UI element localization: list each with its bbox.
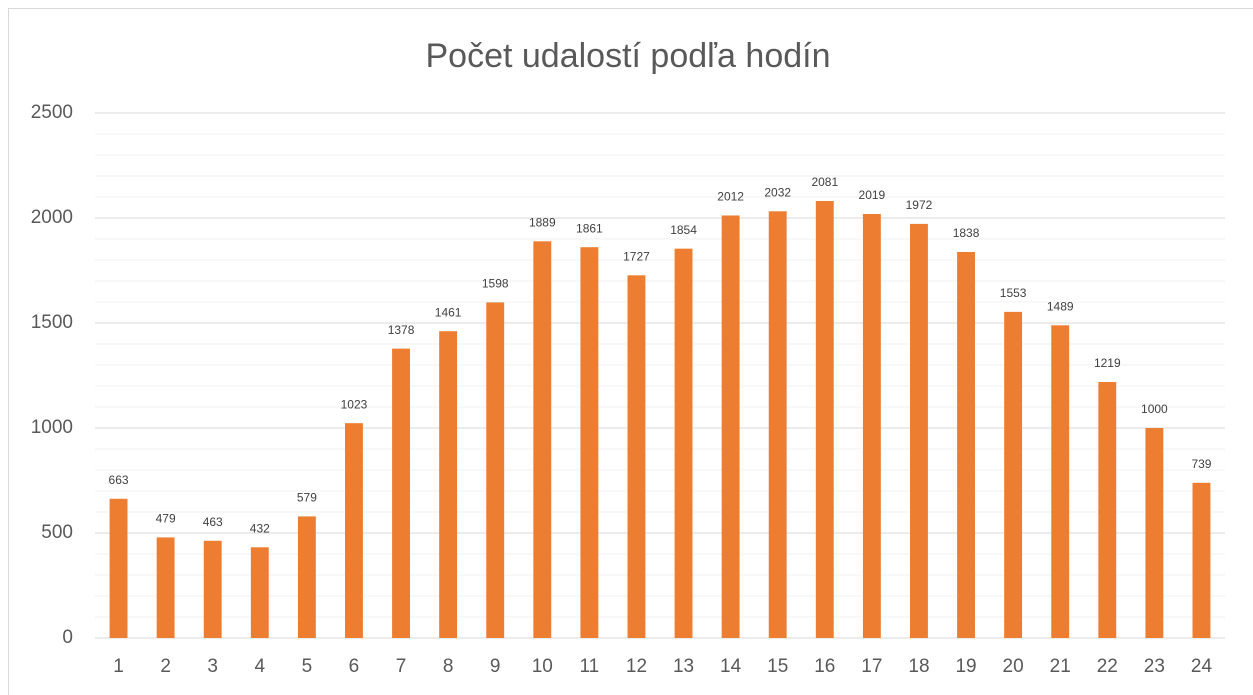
x-tick-label: 22 — [1097, 656, 1118, 677]
data-label: 1854 — [670, 223, 697, 237]
x-tick-label: 3 — [207, 656, 218, 677]
x-tick-label: 7 — [396, 656, 407, 677]
bar — [486, 302, 505, 638]
bar — [910, 223, 928, 638]
data-label: 1972 — [906, 198, 933, 212]
bar — [109, 498, 128, 638]
bar — [250, 547, 269, 638]
data-label: 1489 — [1047, 299, 1074, 313]
data-label: 1727 — [623, 250, 650, 264]
x-tick-label: 4 — [255, 656, 266, 677]
bar — [674, 248, 693, 638]
bar — [957, 252, 975, 638]
chart-frame — [8, 8, 1253, 695]
x-tick-label: 16 — [814, 656, 835, 677]
y-tick-label: 0 — [62, 627, 73, 648]
data-label: 663 — [109, 473, 129, 487]
data-label: 1861 — [576, 221, 603, 235]
bar — [1051, 325, 1070, 638]
x-tick-label: 9 — [490, 656, 501, 677]
x-tick-label: 5 — [302, 656, 313, 677]
bar — [815, 200, 834, 639]
data-label: 2012 — [717, 190, 744, 204]
bar — [627, 275, 646, 638]
data-label: 1553 — [1000, 286, 1027, 300]
data-label: 2019 — [859, 188, 886, 202]
data-label: 2081 — [811, 175, 838, 189]
x-tick-label: 23 — [1144, 656, 1165, 677]
bar — [1145, 428, 1164, 638]
x-tick-label: 8 — [443, 656, 454, 677]
bar — [156, 537, 175, 638]
data-label: 1598 — [482, 277, 509, 291]
x-tick-label: 19 — [955, 656, 976, 677]
data-label: 1219 — [1094, 356, 1121, 370]
bar — [533, 241, 552, 638]
bar — [392, 348, 410, 638]
x-tick-label: 14 — [720, 656, 742, 677]
bar — [203, 540, 222, 638]
bar — [721, 215, 740, 639]
x-tick-label: 11 — [580, 656, 600, 677]
data-label: 1000 — [1141, 402, 1168, 416]
data-label: 739 — [1191, 457, 1211, 471]
data-label: 1838 — [953, 226, 980, 240]
bar — [768, 211, 787, 638]
data-label: 463 — [203, 515, 223, 529]
bar — [862, 214, 881, 638]
data-label: 579 — [297, 491, 317, 505]
chart-title: Počet udalostí podľa hodín — [426, 37, 831, 75]
bar — [1098, 382, 1117, 638]
x-tick-label: 24 — [1191, 656, 1213, 677]
x-tick-label: 20 — [1003, 656, 1024, 677]
bar — [345, 423, 363, 638]
bar — [1192, 482, 1211, 638]
data-label: 479 — [156, 512, 176, 526]
data-label: 1378 — [388, 323, 415, 337]
x-tick-label: 1 — [113, 656, 124, 677]
x-tick-label: 6 — [349, 656, 360, 677]
y-tick-label: 1000 — [31, 417, 73, 438]
x-tick-label: 10 — [532, 656, 553, 677]
y-tick-label: 2500 — [31, 102, 73, 123]
bar — [297, 516, 316, 638]
data-label: 1023 — [341, 397, 368, 411]
x-tick-label: 17 — [861, 656, 882, 677]
x-tick-label: 2 — [160, 656, 171, 677]
x-tick-label: 13 — [673, 656, 694, 677]
x-tick-label: 21 — [1050, 656, 1071, 677]
x-tick-label: 12 — [626, 656, 647, 677]
x-tick-label: 15 — [767, 656, 788, 677]
data-label: 1889 — [529, 215, 556, 229]
data-label: 432 — [250, 521, 270, 535]
data-label: 1461 — [435, 305, 462, 319]
bar — [439, 331, 458, 638]
data-label: 2032 — [764, 185, 791, 199]
bar — [1004, 311, 1023, 638]
y-tick-label: 500 — [41, 522, 73, 543]
y-tick-label: 2000 — [31, 207, 73, 228]
bar — [580, 247, 599, 638]
x-tick-label: 18 — [908, 656, 929, 677]
y-tick-label: 1500 — [31, 312, 73, 333]
